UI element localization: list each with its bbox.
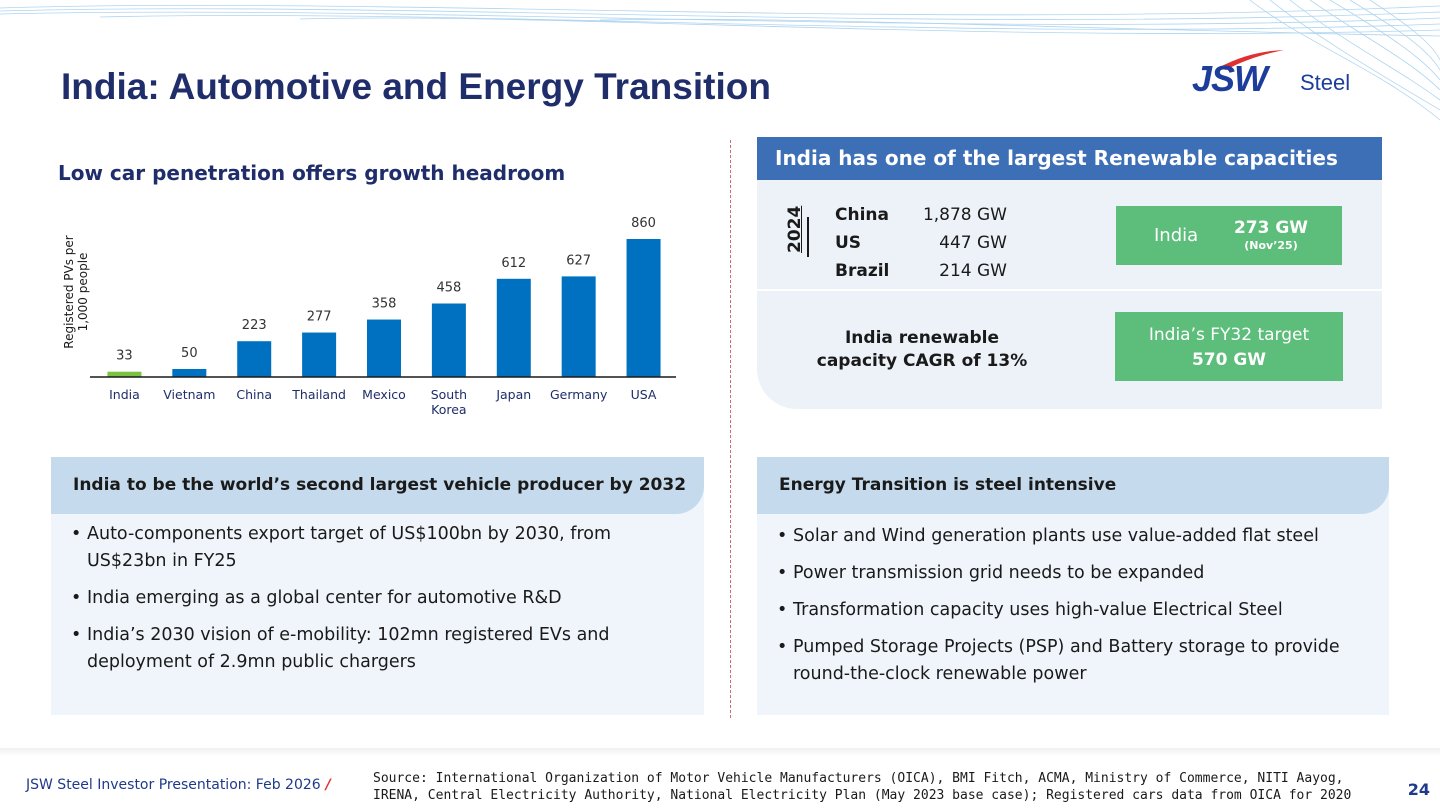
footer-presentation-text: JSW Steel Investor Presentation: Feb 202… (26, 777, 321, 793)
x-tick-label-line: China (236, 387, 272, 402)
x-tick-label-line: Vietnam (163, 387, 215, 402)
list-item: Pumped Storage Projects (PSP) and Batter… (777, 634, 1377, 688)
list-item: Solar and Wind generation plants use val… (777, 523, 1377, 550)
section-divider (730, 140, 731, 718)
x-tick-label-line: South (431, 387, 467, 402)
x-tick-label: Japan (495, 387, 531, 402)
x-tick-label-line: Mexico (362, 387, 406, 402)
vehicle-bullet-list: Auto-components export target of US$100b… (71, 521, 691, 686)
capacity-country: Brazil (835, 261, 890, 281)
page-title: India: Automotive and Energy Transition (61, 66, 771, 107)
x-tick-label: Thailand (291, 387, 346, 402)
x-tick-label: Mexico (362, 387, 406, 402)
logo-suffix-text: Steel (1300, 70, 1351, 95)
x-tick-label: China (236, 387, 272, 402)
bar (107, 371, 142, 377)
vehicle-producer-box: India to be the world’s second largest v… (51, 457, 704, 715)
year-bracket-line (807, 217, 809, 257)
x-tick-label: Germany (550, 387, 608, 402)
india-capacity-box: India 273 GW (Nov’25) (1116, 206, 1342, 265)
y-axis-label-line: 1,000 people (76, 253, 90, 332)
y-axis-label-line: Registered PVs per (62, 235, 76, 348)
bar-data-label: 277 (307, 310, 332, 325)
x-tick-label-line: Thailand (291, 387, 346, 402)
bar-data-label: 358 (372, 297, 397, 312)
capacity-value: 447 GW (939, 233, 1007, 253)
energy-transition-box: Energy Transition is steel intensive Sol… (757, 457, 1389, 715)
bar (626, 239, 661, 377)
bar (431, 303, 466, 377)
bar-data-label: 50 (181, 346, 198, 361)
bar (172, 368, 207, 377)
x-tick-label-line: Germany (550, 387, 608, 402)
bar (561, 276, 596, 377)
energy-bullet-list: Solar and Wind generation plants use val… (777, 523, 1377, 698)
list-item: India’s 2030 vision of e-mobility: 102mn… (71, 622, 691, 676)
x-tick-label-line: Korea (431, 402, 466, 417)
bar (367, 319, 401, 377)
logo-brand-text: JSW (1192, 58, 1268, 99)
list-item: Power transmission grid needs to be expa… (777, 560, 1377, 587)
renewable-panel-header: India has one of the largest Renewable c… (757, 137, 1382, 180)
vehicle-box-heading: India to be the world’s second largest v… (51, 457, 704, 514)
footer-source: Source: International Organization of Mo… (373, 771, 1352, 803)
bar (302, 332, 337, 377)
list-item: Transformation capacity uses high-value … (777, 597, 1377, 624)
bar-data-label: 33 (116, 349, 133, 364)
x-tick-label-line: India (109, 387, 140, 402)
decorative-wave-lines (0, 0, 1440, 121)
energy-box-heading: Energy Transition is steel intensive (757, 457, 1389, 514)
bar (237, 341, 272, 377)
car-penetration-bar-chart: Registered PVs per1,000 people 33 India 50 V… (62, 216, 676, 417)
x-tick-label-line: USA (631, 387, 657, 402)
x-tick-label: India (109, 387, 140, 402)
renewable-panel-separator (757, 289, 1382, 291)
x-tick-label-line: Japan (495, 387, 531, 402)
bar-data-label: 223 (242, 318, 267, 333)
footer-presentation: JSW Steel Investor Presentation: Feb 202… (26, 777, 331, 793)
bar-data-label: 627 (566, 253, 591, 268)
bar (496, 278, 531, 377)
y-axis-label: Registered PVs per1,000 people (62, 235, 90, 348)
cagr-line-1: India renewable (844, 328, 1000, 348)
capacity-country: China (835, 205, 889, 225)
bar-data-label: 458 (436, 281, 461, 296)
fy32-target-value: 570 GW (1191, 350, 1267, 370)
india-capacity-date: (Nov’25) (1244, 239, 1298, 252)
bar-data-label: 612 (501, 256, 526, 271)
footer-divider (0, 748, 1440, 756)
capacity-country: US (835, 233, 862, 253)
list-item: Auto-components export target of US$100b… (71, 521, 691, 575)
india-capacity-label: India (1154, 225, 1199, 246)
x-tick-label: USA (631, 387, 657, 402)
x-tick-label: South Korea (431, 387, 467, 417)
fy32-target-box: India’s FY32 target 570 GW (1115, 312, 1343, 381)
fy32-target-label: India’s FY32 target (1148, 325, 1310, 345)
footer-slash: / (325, 777, 331, 793)
capacity-value: 1,878 GW (922, 205, 1007, 225)
chart-heading: Low car penetration offers growth headro… (58, 161, 566, 185)
logo-swoosh-icon (1218, 50, 1284, 70)
renewable-capacity-panel: India has one of the largest Renewable c… (757, 137, 1382, 409)
capacity-value: 214 GW (939, 261, 1007, 281)
list-item: India emerging as a global center for au… (71, 585, 691, 612)
cagr-text: India renewable capacity CAGR of 13% (797, 327, 1047, 373)
x-tick-label: Vietnam (163, 387, 215, 402)
cagr-line-2: capacity CAGR of 13% (816, 351, 1028, 371)
bar-data-label: 860 (631, 216, 656, 231)
india-capacity-value: 273 GW (1233, 218, 1309, 238)
jsw-steel-logo: JSW Steel (1186, 48, 1356, 102)
year-label: 2024 (785, 205, 805, 253)
page-number: 24 (1407, 780, 1430, 799)
